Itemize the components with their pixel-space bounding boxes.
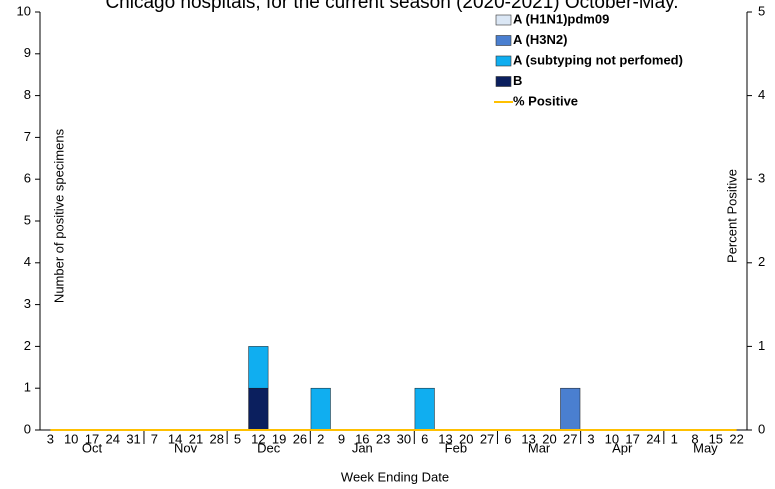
x-tick-label: 17: [85, 431, 99, 446]
month-label: Feb: [445, 440, 467, 455]
x-tick-label: 28: [210, 431, 224, 446]
y-tick-label: 1: [24, 380, 31, 395]
bar-segment: [560, 387, 581, 431]
x-tick-label: 3: [47, 431, 54, 446]
month-label: May: [693, 440, 718, 455]
x-tick-label: 15: [709, 431, 723, 446]
bar-segment: [414, 387, 435, 431]
x-tick-label: 10: [605, 431, 619, 446]
y-tick-label: 7: [24, 129, 31, 144]
x-tick-label: 27: [563, 431, 577, 446]
x-tick-label: 21: [189, 431, 203, 446]
y-tick-label: 8: [24, 87, 31, 102]
month-label: Nov: [174, 440, 198, 455]
y2-tick-label: 0: [758, 421, 765, 436]
legend-swatch: [495, 76, 512, 87]
x-tick-label: 31: [126, 431, 140, 446]
x-tick-label: 1: [671, 431, 678, 446]
y2-tick-label: 3: [758, 171, 765, 186]
legend-swatch: [495, 35, 512, 46]
y-tick-label: 4: [24, 254, 31, 269]
x-tick-label: 19: [272, 431, 286, 446]
chart-title: Chicago hospitals, for the current seaso…: [105, 0, 678, 13]
y2-tick-label: 2: [758, 254, 765, 269]
month-label: Oct: [82, 440, 103, 455]
y-tick-label: 5: [24, 212, 31, 227]
y-tick-label: 9: [24, 45, 31, 60]
x-tick-label: 30: [397, 431, 411, 446]
x-tick-label: 12: [251, 431, 265, 446]
x-tick-label: 20: [542, 431, 556, 446]
y2-tick-label: 4: [758, 87, 765, 102]
legend-swatch: [495, 14, 512, 26]
month-label: Mar: [528, 440, 551, 455]
x-tick-label: 6: [421, 431, 428, 446]
month-label: Jan: [352, 440, 373, 455]
bar-segment: [248, 346, 269, 389]
y-tick-label: 0: [24, 421, 31, 436]
x-tick-label: 27: [480, 431, 494, 446]
x-tick-label: 14: [168, 431, 182, 446]
y-axis-title: Number of positive specimens: [51, 128, 66, 303]
x-tick-label: 8: [691, 431, 698, 446]
y-tick-label: 2: [24, 338, 31, 353]
x-tick-label: 7: [151, 431, 158, 446]
x-tick-label: 6: [504, 431, 511, 446]
legend-swatch: [495, 55, 512, 67]
x-tick-label: 17: [625, 431, 639, 446]
y2-tick-label: 1: [758, 338, 765, 353]
x-tick-label: 22: [729, 431, 743, 446]
y-tick-label: 6: [24, 171, 31, 186]
legend-label: B: [513, 73, 522, 88]
legend-label: A (H1N1)pdm09: [513, 11, 609, 26]
bar-segment: [310, 387, 331, 431]
legend-label: A (H3N2): [513, 32, 567, 47]
legend-label: A (subtyping not perfomed): [513, 52, 683, 67]
month-label: Apr: [612, 440, 633, 455]
x-tick-label: 24: [646, 431, 660, 446]
y-tick-label: 10: [17, 3, 31, 18]
y-tick-label: 3: [24, 296, 31, 311]
y2-axis-title: Percent Positive: [724, 169, 739, 263]
x-tick-label: 24: [106, 431, 120, 446]
x-tick-label: 3: [587, 431, 594, 446]
x-tick-label: 26: [293, 431, 307, 446]
x-tick-label: 23: [376, 431, 390, 446]
x-tick-label: 13: [521, 431, 535, 446]
legend: A (H1N1)pdm09 A (H3N2) A (subtyping not pe…: [494, 11, 683, 108]
y2-tick-label: 5: [758, 3, 765, 18]
legend-label: % Positive: [513, 93, 578, 108]
x-tick-label: 5: [234, 431, 241, 446]
x-tick-label: 9: [338, 431, 345, 446]
x-tick-label: 16: [355, 431, 369, 446]
x-axis-title: Week Ending Date: [341, 469, 449, 484]
bar-segment: [248, 387, 269, 431]
month-label: Dec: [257, 440, 281, 455]
x-tick-label: 10: [64, 431, 78, 446]
x-tick-label: 13: [438, 431, 452, 446]
x-tick-label: 20: [459, 431, 473, 446]
x-tick-label: 2: [317, 431, 324, 446]
